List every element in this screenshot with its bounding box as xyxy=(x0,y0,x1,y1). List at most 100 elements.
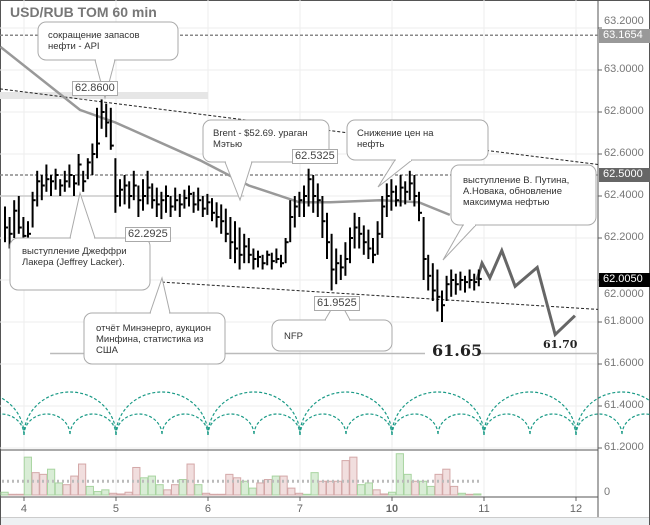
volume-bar xyxy=(163,489,172,496)
callout-box-oil-drop xyxy=(346,119,489,161)
cycle-arc-large xyxy=(0,396,25,436)
volume-bar xyxy=(287,487,296,496)
y-tick-label: 63.2000 xyxy=(604,15,644,27)
cycle-arc-small xyxy=(115,413,209,436)
volume-bar xyxy=(101,489,110,496)
y-tick-label: 63.0000 xyxy=(604,63,644,75)
volume-bar xyxy=(264,479,273,496)
y-tick-label: 62.8000 xyxy=(604,105,644,117)
cycle-arc-small xyxy=(23,413,117,436)
volume-bar xyxy=(39,473,48,496)
volume-bar xyxy=(426,485,435,496)
volume-bar xyxy=(450,485,459,496)
x-tick-label: 12 xyxy=(569,503,583,515)
volume-bar xyxy=(434,473,443,496)
volume-bar xyxy=(0,491,9,496)
volume-bar xyxy=(109,492,118,496)
volume-bar xyxy=(279,475,288,496)
cycle-arc-small xyxy=(299,413,393,436)
x-tick-label: 11 xyxy=(478,503,490,515)
x-tick-label: 7 xyxy=(296,503,304,515)
cycle-arc-small xyxy=(483,413,577,436)
x-tick-label: 5 xyxy=(112,503,120,515)
volume-bar xyxy=(116,493,125,496)
cycle-arc-large xyxy=(23,391,117,436)
volume-bar xyxy=(411,480,420,496)
volume-bar xyxy=(295,492,304,496)
cycle-arc-large xyxy=(299,391,393,436)
volume-bar xyxy=(465,493,474,496)
price-label-high: 62.8600 xyxy=(72,81,118,96)
volume-bar xyxy=(357,484,366,496)
y-tick-label: 61.6000 xyxy=(604,357,644,369)
volume-bar xyxy=(326,480,335,496)
trend-line xyxy=(161,281,598,310)
chart-title: USD/RUB TOM 60 min xyxy=(10,4,157,20)
volume-bar xyxy=(16,493,25,496)
volume-bar xyxy=(256,482,265,496)
volume-bar xyxy=(23,456,32,496)
volume-bar xyxy=(349,456,358,496)
forecast-line xyxy=(475,246,576,338)
volume-bar xyxy=(333,480,342,496)
cycle-arc-large xyxy=(207,391,301,436)
x-tick-label: 4 xyxy=(20,503,28,515)
cycle-arc-large xyxy=(483,391,577,436)
annotation-lacker: выступление Джеффри Лакера (Jeffrey Lack… xyxy=(22,246,127,268)
volume-bar xyxy=(140,477,149,496)
volume-bar xyxy=(388,491,397,496)
volume-bar xyxy=(124,491,133,496)
callout-box-putin xyxy=(450,164,597,226)
y-tick-label: 62.0000 xyxy=(604,288,644,300)
callout-pointer-oil-drop xyxy=(377,159,414,188)
callout-pointer-lacker xyxy=(69,191,96,239)
volume-bar xyxy=(473,493,482,496)
volume-zero-label: 0 xyxy=(604,486,611,498)
volume-bar xyxy=(62,484,71,496)
annotation-minenergo: отчёт Минэнерго, аукцион Минфина, статис… xyxy=(96,323,211,356)
target-label: 61.65 xyxy=(432,341,483,360)
volume-bar xyxy=(178,479,187,496)
y-tick-label: 61.4000 xyxy=(604,399,644,411)
x-tick-label: 6 xyxy=(204,503,212,515)
volume-bar xyxy=(233,477,242,496)
cycle-arc-small xyxy=(575,413,650,436)
callout-pointer-putin xyxy=(442,224,478,261)
volume-bar xyxy=(217,493,226,496)
volume-bar xyxy=(147,475,156,496)
cycle-arc-large xyxy=(391,391,485,436)
cycle-arc-small xyxy=(207,413,301,436)
volume-bar xyxy=(271,475,280,496)
y-tick-label: 62.4000 xyxy=(604,189,644,201)
price-label-low-1: 62.2925 xyxy=(125,227,171,242)
level-badge-63-1654: 63.1654 xyxy=(599,29,650,43)
cycle-arc-small xyxy=(0,413,25,436)
annotation-brent: Brent - $52.69. ураган Мэтью xyxy=(213,128,308,150)
last-price-badge: 62.0050 xyxy=(599,273,650,287)
volume-bar xyxy=(78,463,87,496)
volume-bar xyxy=(202,492,211,496)
volume-bar xyxy=(248,487,257,496)
volume-bar xyxy=(209,493,218,496)
volume-bar xyxy=(318,480,327,496)
annotation-putin: выступление В. Путина, А.Новака, обновле… xyxy=(463,175,570,208)
cycle-arc-large xyxy=(115,391,209,436)
volume-bar xyxy=(155,484,164,496)
volume-bar xyxy=(380,493,389,496)
bottom-strip xyxy=(1,517,649,525)
y-tick-label: 61.2000 xyxy=(604,441,644,453)
volume-bar xyxy=(8,493,17,496)
volume-bar xyxy=(395,453,404,496)
x-tick-label: 10 xyxy=(385,503,399,515)
volume-bar xyxy=(186,463,195,496)
volume-bar xyxy=(194,484,203,496)
volume-bar xyxy=(225,473,234,496)
cycle-arc-small xyxy=(391,413,485,436)
forecast-target-label: 61.70 xyxy=(543,338,578,351)
level-badge-62-5000: 62.5000 xyxy=(599,168,650,182)
annotation-api: сокращение запасов нефти - API xyxy=(48,30,140,52)
volume-bar xyxy=(457,492,466,496)
volume-bar xyxy=(31,472,40,496)
price-label-low-2: 61.9525 xyxy=(314,296,360,311)
volume-bar xyxy=(419,480,428,496)
